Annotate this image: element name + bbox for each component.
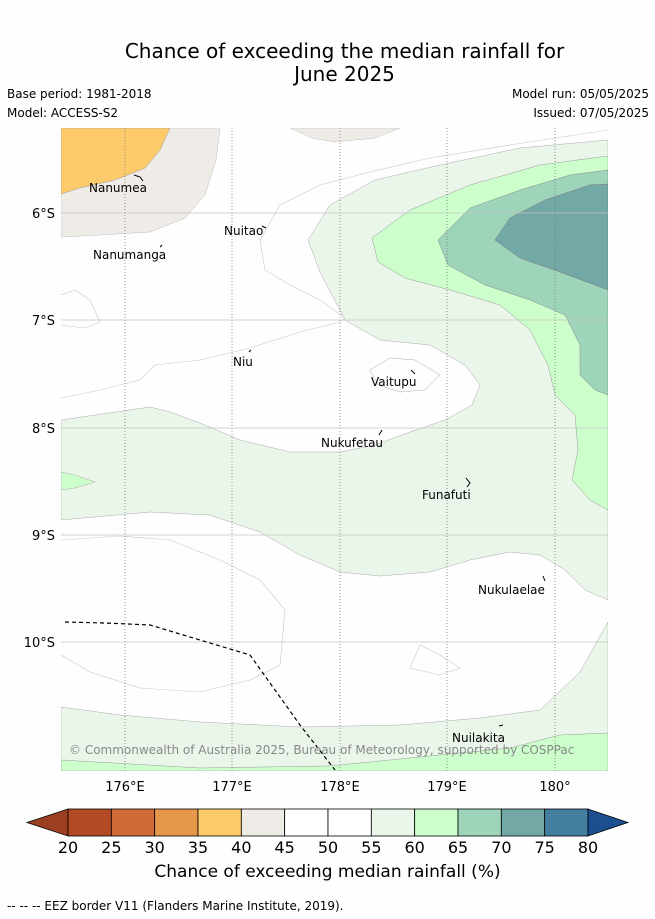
title-line-2: June 2025 [294,62,395,86]
colorbar-cell [240,808,286,837]
lon-tick-label: 176°E [105,780,145,795]
colorbar-tick-label: 55 [361,838,381,857]
contour-lines [61,129,608,693]
colorbar-cell [327,808,372,837]
eez-legend: -- -- -- EEZ border V11 (Flanders Marine… [7,899,344,913]
contour-35-40 [61,128,171,195]
contour-55-60-green-patch [61,471,96,491]
colorbar-tick-label: 20 [58,838,78,857]
model-name: Model: ACCESS-S2 [7,106,119,120]
colorbar-tick-label: 80 [578,838,598,857]
lat-tick-label: 8°S [32,422,55,437]
colorbar-label: Chance of exceeding median rainfall (%) [154,862,501,882]
colorbar-cell [110,808,156,837]
lat-tick-label: 7°S [32,314,55,329]
lat-tick-label: 10°S [24,636,55,651]
colorbar-tick-label: 65 [448,838,468,857]
contour-55-60-bottom [61,621,608,771]
lat-tick-label: 9°S [32,529,55,544]
place-label: Nukulaelae [478,583,545,597]
lat-tick-label: 6°S [32,207,55,222]
colorbar-tick-label: 70 [491,838,511,857]
colorbar-tick-label: 35 [188,838,208,857]
lon-tick-label: 179°E [427,780,467,795]
colorbar-cell [284,808,329,837]
colorbar-tick-label: 40 [231,838,251,857]
place-label: Nuilakita [452,731,505,745]
place-label: Nuitao [224,224,263,238]
contour-60-65-bottom [61,732,608,771]
eez-border [64,621,336,771]
copyright-text: © Commonwealth of Australia 2025, Bureau… [69,743,574,757]
island-labels: Nanumea Nuitao Nanumanga Niu Vaitupu Nuk… [89,181,545,745]
colorbar-cell [67,808,112,837]
colorbar-tick-label: 60 [404,838,424,857]
colorbar-cells [25,808,630,837]
map-title: Chance of exceeding the median rainfall … [0,40,655,86]
longitude-axis: 176°E 177°E 178°E 179°E 180° [105,780,570,795]
place-label: Funafuti [422,488,471,502]
contour-70-75 [494,183,608,291]
issued-date: Issued: 07/05/2025 [533,106,649,120]
rainfall-map: Nanumea Nuitao Nanumanga Niu Vaitupu Nuk… [24,128,608,795]
colorbar-cell [544,808,589,837]
colorbar-cell [457,808,502,837]
colorbar-tick-label: 45 [274,838,294,857]
lon-tick-label: 180° [539,780,570,795]
contour-inner-white [369,357,441,393]
title-line-1: Chance of exceeding the median rainfall … [124,39,565,63]
lon-tick-label: 178°E [320,780,360,795]
map-contours [61,128,608,771]
longitude-gridlines [124,128,556,771]
place-label: Niu [233,355,253,369]
colorbar-cell [370,808,416,837]
colorbar-cell [414,808,459,837]
colorbar-tick-label: 50 [318,838,338,857]
lon-tick-label: 177°E [212,780,252,795]
colorbar-under-arrow [25,808,69,837]
colorbar-tick-label: 75 [534,838,554,857]
base-period: Base period: 1981-2018 [7,87,152,101]
place-label: Nanumanga [93,248,166,262]
island-marks [133,174,546,727]
model-run: Model run: 05/05/2025 [511,87,649,101]
colorbar-cell [500,808,546,837]
colorbar-tick-label: 30 [144,838,164,857]
colorbar-over-arrow [587,808,630,837]
colorbar-cell [197,808,242,837]
latitude-gridlines [61,212,608,643]
colorbar-tick-label: 25 [101,838,121,857]
colorbar-ticks: 20 25 30 35 40 45 50 55 60 65 70 75 80 [58,838,598,857]
colorbar-cell [154,808,199,837]
contour-40-45-top [289,128,401,143]
place-label: Vaitupu [371,375,417,389]
place-label: Nanumea [89,181,147,195]
place-label: Nukufetau [321,436,383,450]
latitude-axis: 6°S 7°S 8°S 9°S 10°S [24,207,55,651]
